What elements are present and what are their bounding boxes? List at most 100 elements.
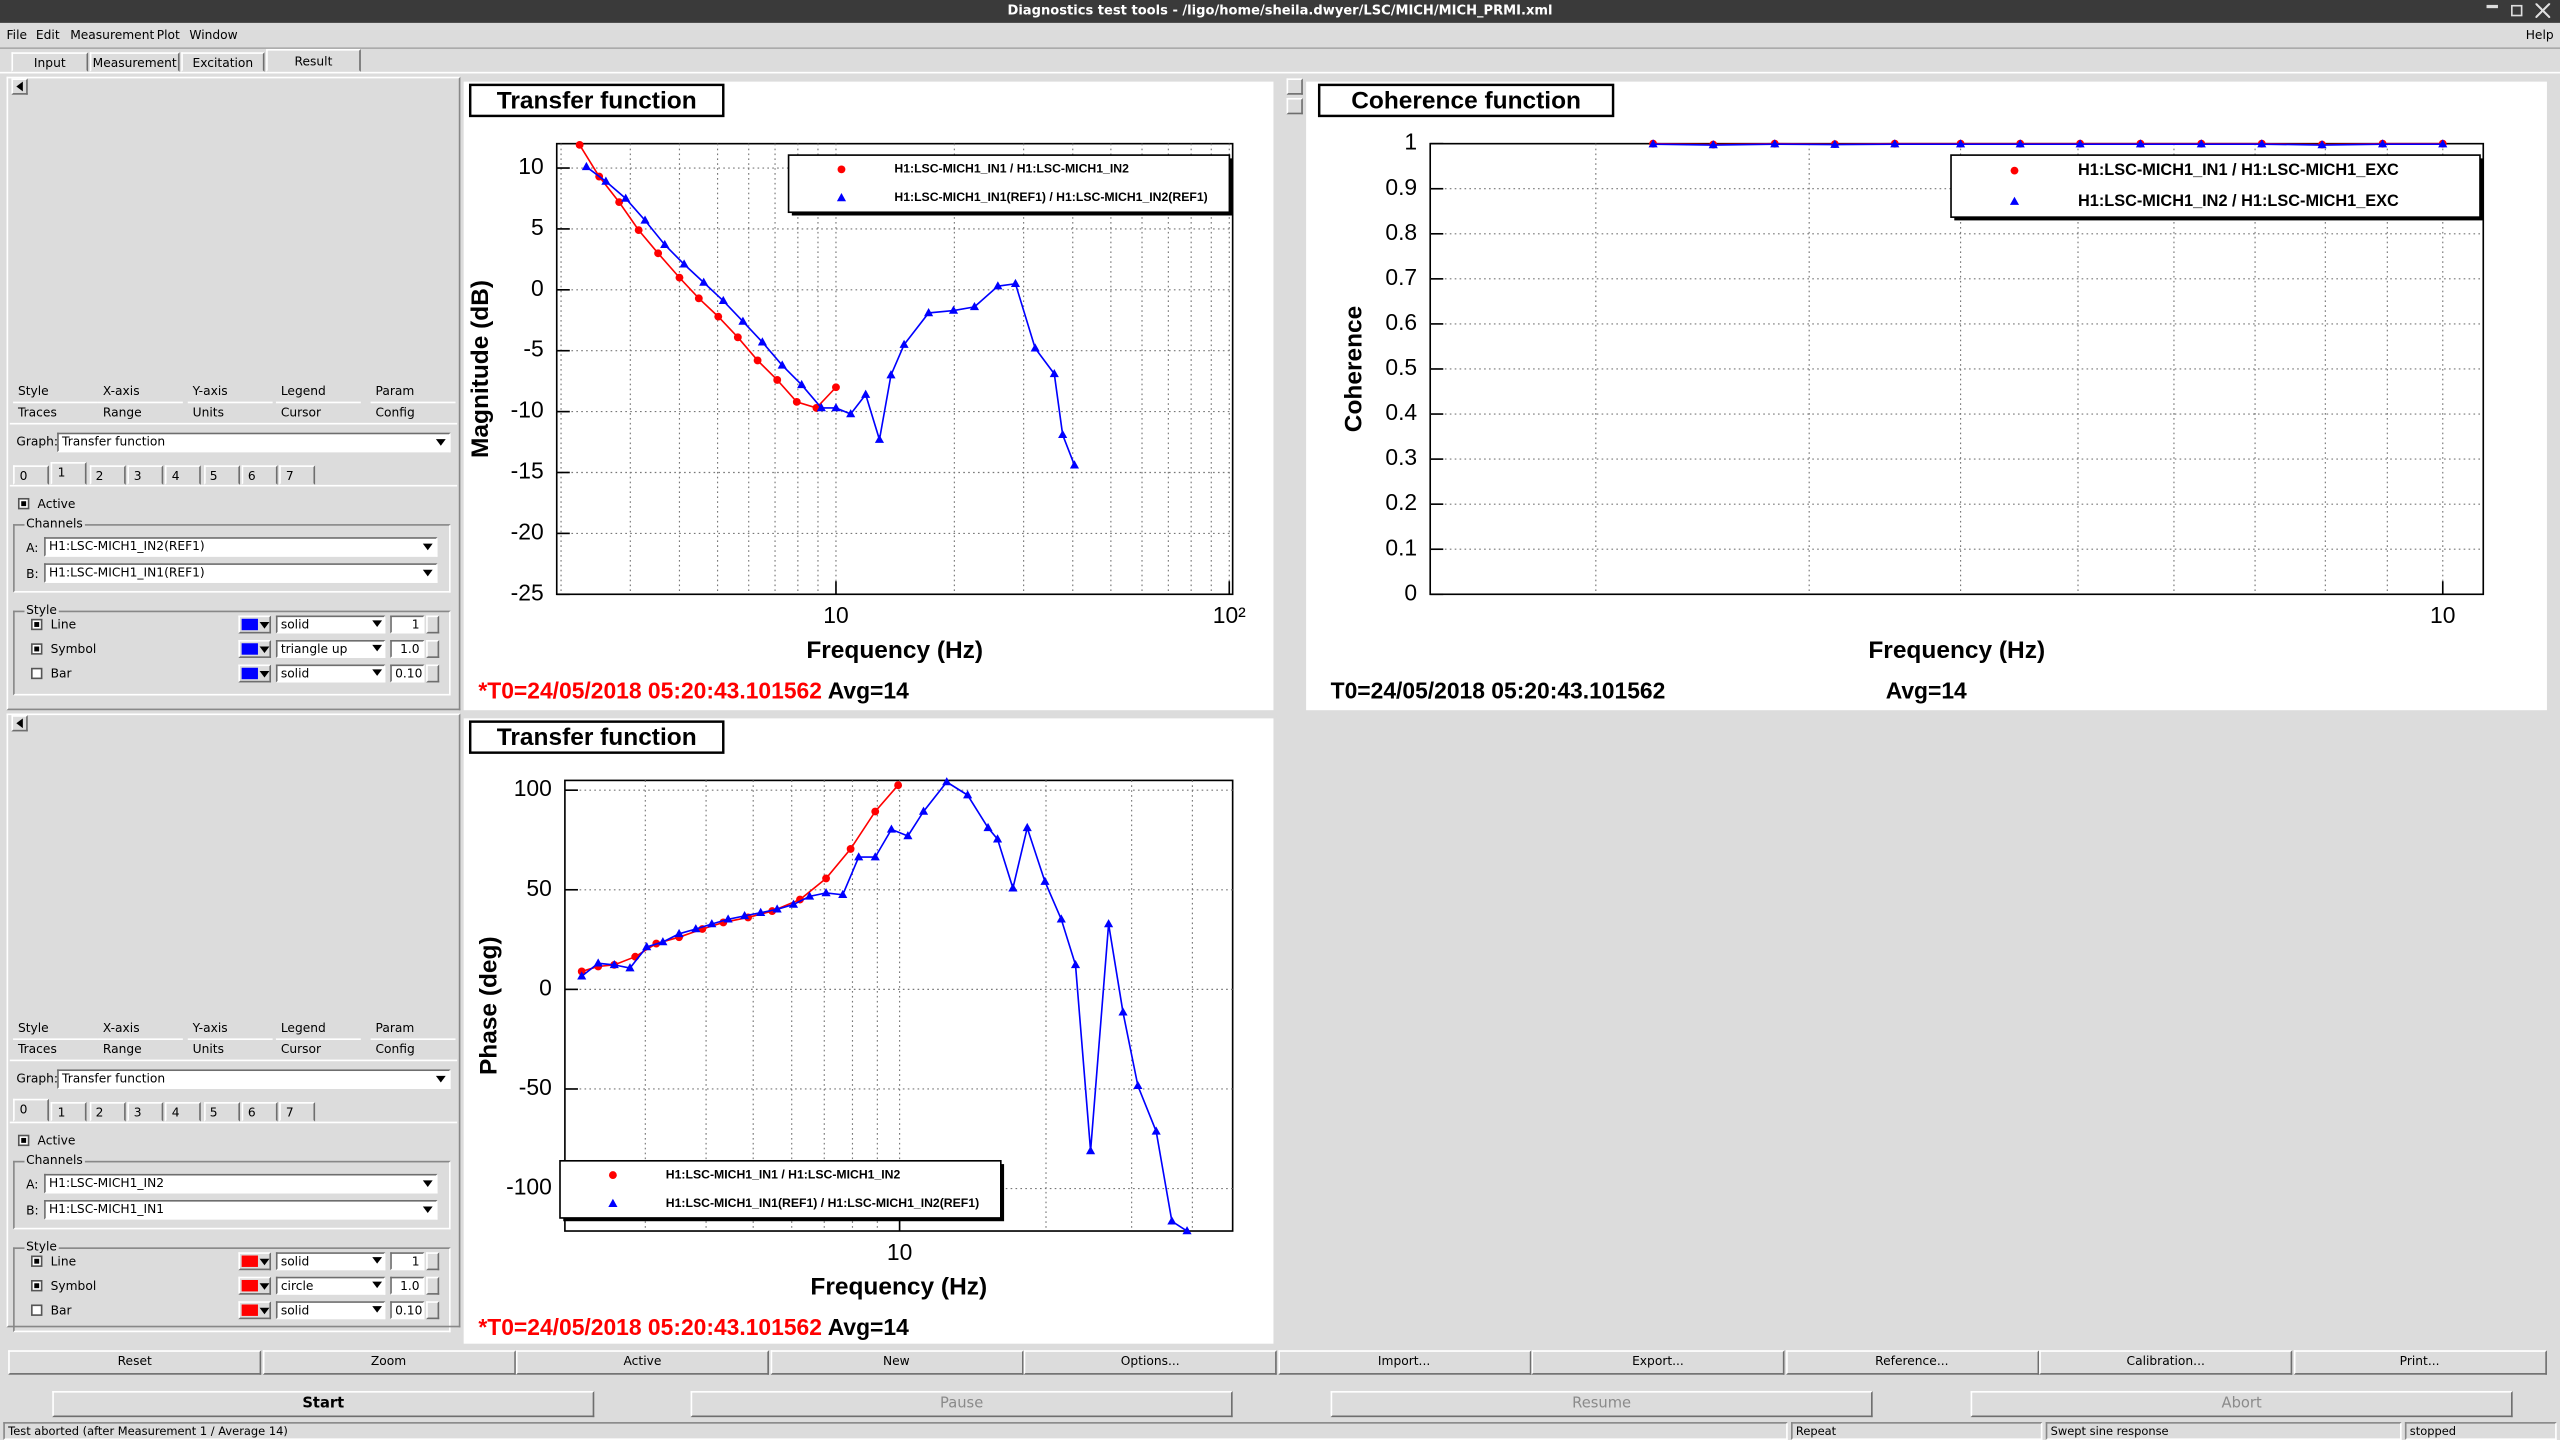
option-tab[interactable]: Traces: [13, 1038, 98, 1059]
checkbox[interactable]: [31, 618, 43, 631]
option-tab[interactable]: Units: [187, 401, 273, 423]
trace-tab[interactable]: 7: [279, 1102, 316, 1122]
style-select[interactable]: solid: [275, 664, 386, 683]
option-tab[interactable]: Cursor: [275, 1038, 361, 1059]
trace-tab[interactable]: 1: [51, 462, 88, 485]
trace-tab[interactable]: 4: [165, 1102, 202, 1122]
channel-b-select[interactable]: H1:LSC-MICH1_IN1(REF1): [44, 563, 438, 583]
trace-tab[interactable]: 0: [13, 1098, 49, 1122]
toolbar-button[interactable]: Zoom: [262, 1350, 516, 1375]
trace-tab[interactable]: 2: [89, 465, 126, 485]
checkbox[interactable]: [31, 667, 43, 680]
collapse-button[interactable]: [1286, 78, 1303, 95]
checkbox[interactable]: [17, 497, 30, 510]
style-select[interactable]: solid: [275, 1252, 386, 1271]
size-input[interactable]: 1: [390, 1252, 425, 1271]
option-tab[interactable]: Param: [375, 1020, 415, 1036]
option-tab[interactable]: Y-axis: [192, 1020, 228, 1036]
toolbar-button[interactable]: Calibration...: [2039, 1350, 2293, 1375]
tab[interactable]: Excitation: [181, 52, 265, 72]
option-tab[interactable]: Legend: [280, 1020, 326, 1036]
size-input[interactable]: 1.0: [390, 640, 425, 658]
menu-item[interactable]: Edit: [35, 27, 60, 43]
option-tab[interactable]: Style: [17, 383, 49, 399]
color-select[interactable]: [238, 640, 272, 658]
collapse-button[interactable]: [1286, 97, 1303, 115]
option-tab[interactable]: Traces: [13, 401, 98, 423]
trace-tab[interactable]: 6: [241, 465, 278, 485]
toolbar-button[interactable]: New: [769, 1350, 1023, 1375]
style-select[interactable]: triangle up: [275, 640, 386, 658]
spinner[interactable]: [426, 1252, 440, 1271]
trace-tab[interactable]: 7: [279, 465, 316, 485]
toolbar-button[interactable]: Reset: [8, 1350, 262, 1375]
menu-item[interactable]: File: [6, 27, 28, 43]
trace-tab[interactable]: 0: [13, 465, 49, 485]
window-maximize-icon[interactable]: [2511, 4, 2523, 17]
option-tab[interactable]: Config: [370, 401, 456, 423]
size-input[interactable]: 0.10: [390, 1301, 425, 1320]
option-tab[interactable]: Y-axis: [192, 383, 228, 399]
style-select[interactable]: solid: [275, 1301, 386, 1320]
menu-item[interactable]: Window: [189, 27, 238, 43]
spinner[interactable]: [426, 664, 440, 683]
option-tab[interactable]: X-axis: [102, 1020, 140, 1036]
checkbox[interactable]: [31, 1280, 43, 1292]
graph-select[interactable]: Transfer function: [57, 1069, 451, 1089]
size-input[interactable]: 1.0: [390, 1276, 425, 1295]
graph-select[interactable]: Transfer function: [57, 432, 451, 453]
channel-a-select[interactable]: H1:LSC-MICH1_IN2: [44, 1173, 438, 1194]
option-tab[interactable]: Param: [375, 383, 415, 399]
style-select[interactable]: solid: [275, 615, 386, 634]
trace-tab[interactable]: 1: [51, 1102, 88, 1122]
size-input[interactable]: 1: [390, 615, 425, 634]
spinner[interactable]: [426, 1301, 440, 1320]
size-input[interactable]: 0.10: [390, 664, 425, 683]
menu-item[interactable]: Help: [2525, 27, 2554, 43]
option-tab[interactable]: Legend: [280, 383, 326, 399]
option-tab[interactable]: Cursor: [275, 401, 361, 423]
channel-b-select[interactable]: H1:LSC-MICH1_IN1: [44, 1200, 438, 1220]
color-select[interactable]: [238, 664, 272, 683]
trace-tab[interactable]: 3: [127, 1102, 164, 1122]
trace-tab[interactable]: 6: [241, 1102, 278, 1122]
option-tab[interactable]: Units: [187, 1038, 273, 1059]
window-close-icon[interactable]: [2535, 3, 2551, 18]
tab[interactable]: Measurement: [89, 52, 180, 72]
option-tab[interactable]: Config: [370, 1038, 456, 1059]
toolbar-button[interactable]: Print...: [2293, 1350, 2547, 1375]
color-select[interactable]: [238, 1301, 272, 1320]
option-tab[interactable]: Range: [97, 1038, 183, 1059]
channel-a-select[interactable]: H1:LSC-MICH1_IN2(REF1): [44, 537, 438, 557]
trace-tab[interactable]: 4: [165, 465, 202, 485]
menu-item[interactable]: Measurement: [70, 27, 155, 43]
option-tab[interactable]: Range: [97, 401, 183, 423]
tab[interactable]: Result: [266, 48, 361, 72]
checkbox[interactable]: [17, 1134, 30, 1147]
toolbar-button[interactable]: Reference...: [1785, 1350, 2039, 1375]
toolbar-button[interactable]: Export...: [1531, 1350, 1785, 1375]
trace-tab[interactable]: 2: [89, 1102, 126, 1122]
checkbox[interactable]: [31, 643, 43, 655]
spinner[interactable]: [426, 615, 440, 634]
trace-tab[interactable]: 5: [203, 465, 240, 485]
trace-tab[interactable]: 5: [203, 1102, 240, 1122]
trace-tab[interactable]: 3: [127, 465, 164, 485]
tab[interactable]: Input: [11, 52, 89, 72]
checkbox[interactable]: [31, 1304, 43, 1316]
option-tab[interactable]: X-axis: [102, 383, 140, 399]
toolbar-button[interactable]: Import...: [1277, 1350, 1531, 1375]
spinner[interactable]: [426, 640, 440, 658]
toolbar-button[interactable]: Options...: [1023, 1350, 1277, 1375]
style-select[interactable]: circle: [275, 1276, 386, 1295]
toolbar-button[interactable]: Active: [515, 1350, 769, 1375]
checkbox[interactable]: [31, 1255, 43, 1267]
option-tab[interactable]: Style: [17, 1020, 49, 1036]
spinner[interactable]: [426, 1276, 440, 1295]
color-select[interactable]: [238, 1276, 272, 1295]
window-minimize-icon[interactable]: [2486, 4, 2498, 16]
menu-item[interactable]: Plot: [156, 27, 180, 43]
color-select[interactable]: [238, 615, 272, 634]
color-select[interactable]: [238, 1252, 272, 1271]
control-button[interactable]: Start: [52, 1391, 595, 1418]
